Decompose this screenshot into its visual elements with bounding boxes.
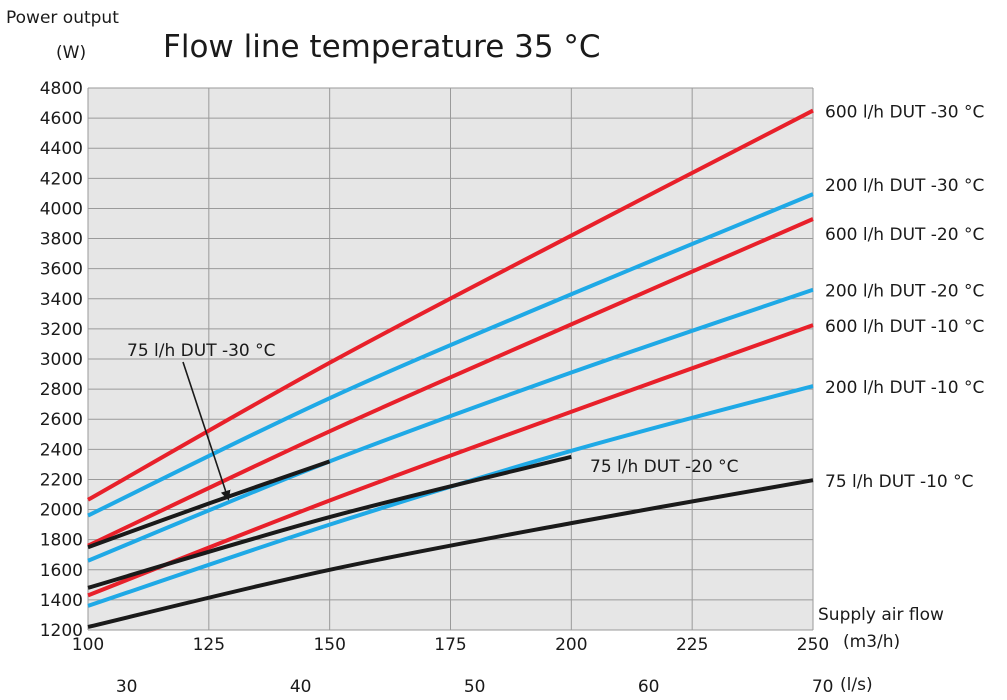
y-tick-label: 2800	[40, 380, 83, 400]
y-tick-label: 1400	[40, 591, 83, 611]
series-label-200-l-h-dut-10-c: 200 l/h DUT -10 °C	[825, 378, 984, 398]
y-tick-label: 3200	[40, 320, 83, 340]
annotation-arrow	[182, 361, 231, 501]
y-tick-label: 3800	[40, 230, 83, 250]
series-line-75-l-h-dut-10-c	[87, 478, 814, 629]
x-tick-label-m3h: 250	[797, 635, 829, 655]
series-line-600-l-h-dut-10-c	[87, 323, 814, 598]
x-axis-unit-m3h: (m3/h)	[843, 632, 900, 652]
x-tick-label-ls: 50	[464, 677, 486, 697]
y-tick-label: 2400	[40, 440, 83, 460]
y-tick-label: 4200	[40, 169, 83, 189]
y-tick-labels: 1200 1400 1600 1800 2000 2200 2400 2600 2800 3000…	[40, 79, 83, 641]
series-label-200-l-h-dut-30-c: 200 l/h DUT -30 °C	[825, 176, 984, 196]
x-axis-unit-ls: (l/s)	[840, 675, 873, 695]
series-label-600-l-h-dut-10-c: 600 l/h DUT -10 °C	[825, 317, 984, 337]
series-label-600-l-h-dut-20-c: 600 l/h DUT -20 °C	[825, 225, 984, 245]
y-tick-label: 1200	[40, 621, 83, 641]
y-tick-label: 4000	[40, 199, 83, 219]
x-tick-label-m3h: 225	[676, 635, 708, 655]
annotation-75-l-h-dut-20: 75 l/h DUT -20 °C	[590, 457, 739, 477]
y-tick-label: 3600	[40, 260, 83, 280]
y-tick-label: 2200	[40, 470, 83, 490]
x-tick-label-ls: 40	[290, 677, 312, 697]
y-tick-label: 2000	[40, 501, 83, 521]
series-labels: 600 l/h DUT -30 °C 200 l/h DUT -30 °C 600 …	[127, 103, 984, 501]
series-line-75-l-h-dut-30-c	[87, 459, 331, 550]
series-line-600-l-h-dut-20-c	[87, 217, 814, 548]
series-line-200-l-h-dut-30-c	[87, 192, 814, 518]
chart-title: Flow line temperature 35 °C	[163, 29, 601, 65]
x-tick-label-m3h: 200	[555, 635, 587, 655]
x-tick-label-m3h: 150	[313, 635, 345, 655]
series-label-200-l-h-dut-20-c: 200 l/h DUT -20 °C	[825, 282, 984, 302]
x-tick-label-ls: 60	[638, 677, 660, 697]
x-tick-label-m3h: 100	[72, 635, 104, 655]
series-label-75-l-h-dut-10-c: 75 l/h DUT -10 °C	[825, 472, 974, 492]
y-tick-label: 1600	[40, 561, 83, 581]
x-tick-label-ls: 30	[116, 677, 138, 697]
y-axis-label: Power output	[6, 8, 119, 28]
y-tick-label: 3400	[40, 290, 83, 310]
x-tick-label-ls: 70	[812, 677, 834, 697]
x-tick-label-m3h: 125	[193, 635, 225, 655]
grid	[87, 87, 814, 631]
y-tick-label: 4800	[40, 79, 83, 99]
y-tick-label: 4600	[40, 109, 83, 129]
x-tick-label-m3h: 175	[434, 635, 466, 655]
y-axis-unit: (W)	[56, 43, 86, 63]
annotation-75-l-h-dut-30: 75 l/h DUT -30 °C	[127, 341, 276, 361]
y-tick-label: 2600	[40, 410, 83, 430]
series-line-75-l-h-dut-20-c	[87, 454, 572, 590]
y-tick-label: 1800	[40, 531, 83, 551]
y-tick-label: 4400	[40, 139, 83, 159]
series-layer	[87, 108, 814, 629]
x-axis-label: Supply air flow	[818, 605, 944, 625]
y-tick-label: 3000	[40, 350, 83, 370]
series-line-600-l-h-dut-30-c	[87, 108, 814, 502]
series-label-600-l-h-dut-30-c: 600 l/h DUT -30 °C	[825, 103, 984, 123]
series-line-200-l-h-dut-20-c	[87, 287, 814, 563]
x-tick-labels: 100 125 150 175 200 225 250 30 40 50 60 70	[72, 635, 834, 697]
